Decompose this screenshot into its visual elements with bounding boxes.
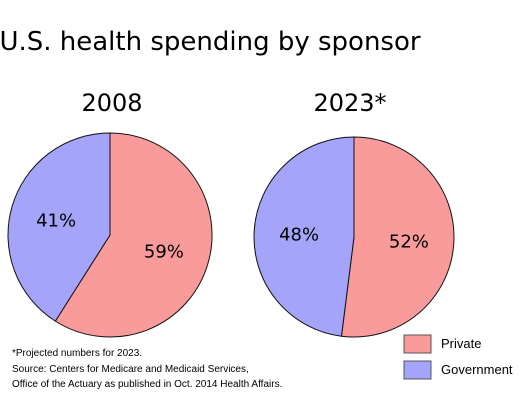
pie-slice-2008-government — [7, 132, 111, 322]
legend: Private Government — [403, 334, 513, 380]
legend-swatch-private — [403, 334, 432, 354]
slice-label-2008-government: 41% — [36, 210, 76, 231]
legend-label-government: Government — [441, 362, 513, 377]
pie-2023: 2023* 52% 48% — [253, 89, 455, 338]
pie-slice-2023-private — [340, 136, 455, 338]
pie-title-2008: 2008 — [81, 89, 142, 117]
footnote-source: Source: Centers for Medicare and Medicai… — [12, 364, 249, 375]
footnote-projected: *Projected numbers for 2023. — [12, 348, 142, 359]
legend-label-private: Private — [441, 336, 481, 351]
footnote-publication: Office of the Actuary as published in Oc… — [12, 379, 282, 390]
pie-slice-2023-government — [253, 136, 355, 337]
slice-label-2023-government: 48% — [279, 225, 319, 246]
footnotes: *Projected numbers for 2023. Source: Cen… — [12, 348, 282, 390]
pie-title-2023: 2023* — [313, 89, 386, 117]
slice-label-2023-private: 52% — [389, 232, 429, 253]
pie-2008: 2008 59% 41% — [7, 89, 213, 338]
legend-swatch-government — [403, 360, 432, 380]
pie-slice-2008-private — [54, 132, 213, 338]
chart-title: U.S. health spending by sponsor — [0, 27, 421, 57]
slice-label-2008-private: 59% — [144, 242, 184, 263]
